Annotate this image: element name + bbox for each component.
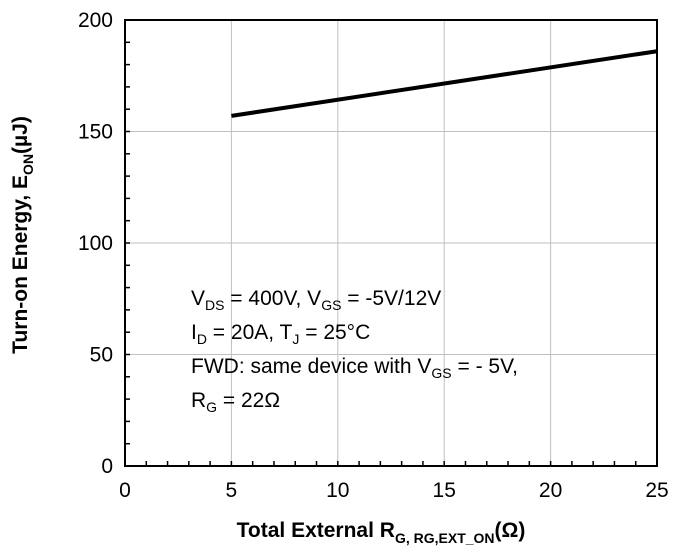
x-tick-label: 0 (119, 479, 131, 502)
series-layer (231, 49, 658, 118)
y-tick-label: 0 (101, 455, 113, 478)
series-line-1 (231, 49, 658, 118)
annotation-line-1-sub: DS (205, 297, 224, 313)
annotation-line-2-part: = 20A, T (207, 321, 293, 344)
annotation-line-1-sub: GS (321, 297, 341, 313)
annotation-line-2-part: I (191, 321, 197, 344)
y-axis-title-unit: (µJ) (9, 116, 32, 154)
y-axis-title-subscript: ON (20, 154, 36, 175)
x-axis-title-main: Total External R (237, 519, 395, 542)
x-axis-title-unit: (Ω) (495, 519, 526, 542)
x-tick-label: 15 (433, 479, 456, 502)
annotation-line-3: FWD: same device with VGS = - 5V, (191, 355, 518, 381)
y-tick-label: 100 (78, 232, 113, 255)
annotation-line-2-part: = 25°C (299, 321, 370, 344)
annotation-line-1: VDS = 400V, VGS = -5V/12V (191, 287, 441, 313)
x-tick-label: 20 (539, 479, 562, 502)
x-axis-title-subscript: G, RG,EXT_ON (395, 530, 495, 546)
y-tick-labels: 0 50 100 150 200 (78, 9, 113, 478)
y-tick-label: 150 (78, 121, 113, 144)
annotation-line-2-sub: J (292, 331, 299, 347)
annotation-line-1-part: = 400V, V (224, 287, 321, 310)
x-axis-title: Total External RG, RG,EXT_ON(Ω) (237, 519, 526, 546)
x-tick-labels: 0 5 10 15 20 25 (119, 479, 669, 502)
annotation-line-1-part: V (191, 287, 205, 310)
y-axis-title: Turn-on Energy, EON(µJ) (9, 116, 36, 354)
x-tick-label: 5 (226, 479, 238, 502)
y-tick-label: 200 (78, 9, 113, 32)
annotation-line-1-part: = -5V/12V (341, 287, 441, 310)
annotation-line-2-sub: D (197, 331, 207, 347)
x-tick-label: 25 (645, 479, 668, 502)
test-conditions-annotation: VDS = 400V, VGS = -5V/12V ID = 20A, TJ =… (191, 287, 518, 415)
y-axis-title-main: Turn-on Energy, E (9, 175, 32, 354)
annotation-line-2: ID = 20A, TJ = 25°C (191, 321, 370, 347)
x-tick-label: 10 (326, 479, 349, 502)
grid-lines (125, 20, 657, 466)
annotation-line-4-sub: G (206, 399, 217, 415)
annotation-line-4-part: R (191, 389, 206, 412)
annotation-line-4-part: = 22Ω (217, 389, 280, 412)
annotation-line-4: RG = 22Ω (191, 389, 280, 415)
plot-area-frame (124, 19, 658, 467)
annotation-line-3-sub: GS (431, 365, 451, 381)
y-tick-label: 50 (90, 344, 113, 367)
annotation-line-3-part: = - 5V, (452, 355, 518, 378)
annotation-line-3-part: FWD: same device with V (191, 355, 431, 378)
